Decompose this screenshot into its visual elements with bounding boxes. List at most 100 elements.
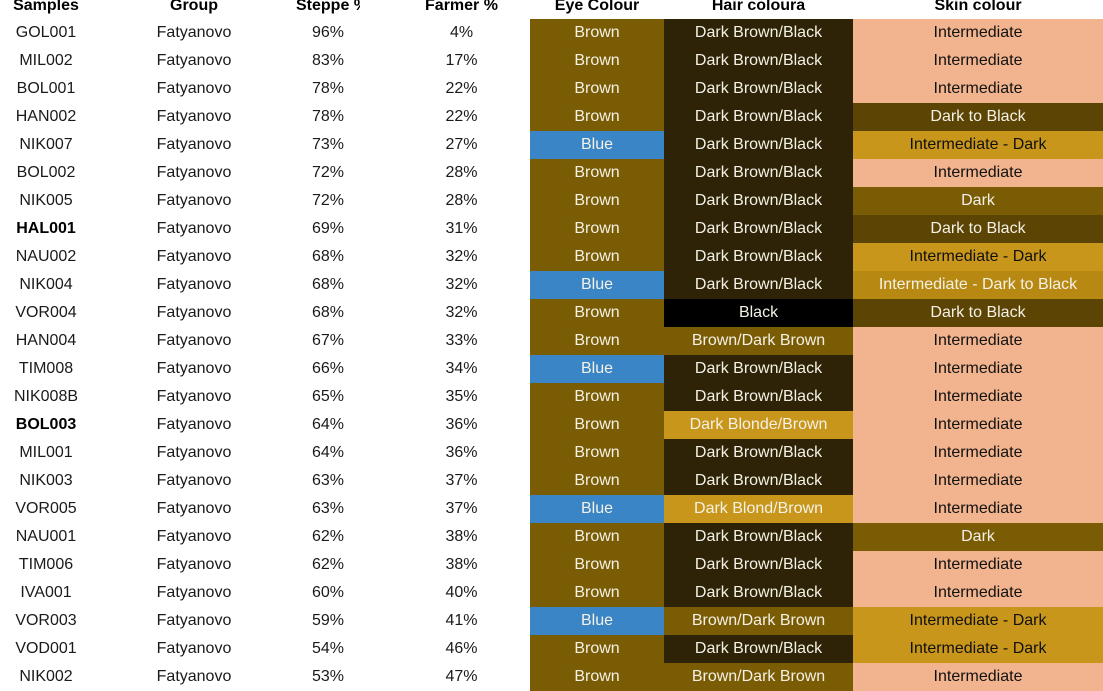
hair-colour-cell[interactable]: Black <box>664 299 853 327</box>
steppe-cell[interactable]: 96% <box>311 24 345 41</box>
farmer-cell[interactable]: 46% <box>445 640 478 657</box>
sample-cell[interactable]: HAN004 <box>15 332 77 349</box>
skin-colour-cell[interactable]: Intermediate <box>853 383 1103 411</box>
hair-colour-cell[interactable]: Dark Brown/Black <box>664 355 853 383</box>
eye-colour-cell[interactable]: Brown <box>530 635 664 663</box>
steppe-cell[interactable]: 68% <box>311 276 345 293</box>
steppe-cell[interactable]: 72% <box>311 164 345 181</box>
hair-colour-cell[interactable]: Dark Brown/Black <box>664 75 853 103</box>
group-cell[interactable]: Fatyanovo <box>156 248 232 265</box>
sample-cell[interactable]: NIK004 <box>19 276 73 293</box>
sample-cell[interactable]: NIK007 <box>19 136 73 153</box>
farmer-cell[interactable]: 31% <box>445 220 478 237</box>
sample-cell[interactable]: VOR003 <box>15 612 77 629</box>
group-cell[interactable]: Fatyanovo <box>156 584 232 601</box>
hair-colour-cell[interactable]: Dark Brown/Black <box>664 579 853 607</box>
hair-colour-cell[interactable]: Dark Brown/Black <box>664 47 853 75</box>
group-cell[interactable]: Fatyanovo <box>156 192 232 209</box>
eye-colour-cell[interactable]: Brown <box>530 47 664 75</box>
skin-colour-cell[interactable]: Intermediate <box>853 663 1103 691</box>
eye-colour-cell[interactable]: Brown <box>530 187 664 215</box>
group-cell[interactable]: Fatyanovo <box>156 332 232 349</box>
hair-colour-cell[interactable]: Dark Brown/Black <box>664 215 853 243</box>
header-group[interactable]: Group <box>170 0 218 14</box>
eye-colour-cell[interactable]: Brown <box>530 467 664 495</box>
group-cell[interactable]: Fatyanovo <box>156 528 232 545</box>
farmer-cell[interactable]: 28% <box>445 192 478 209</box>
group-cell[interactable]: Fatyanovo <box>156 164 232 181</box>
group-cell[interactable]: Fatyanovo <box>156 80 232 97</box>
farmer-cell[interactable]: 36% <box>445 416 478 433</box>
group-cell[interactable]: Fatyanovo <box>156 640 232 657</box>
steppe-cell[interactable]: 64% <box>311 416 345 433</box>
skin-colour-cell[interactable]: Intermediate <box>853 411 1103 439</box>
skin-colour-cell[interactable]: Intermediate <box>853 355 1103 383</box>
steppe-cell[interactable]: 53% <box>311 668 345 685</box>
sample-cell[interactable]: NIK002 <box>19 668 73 685</box>
steppe-cell[interactable]: 60% <box>311 584 345 601</box>
skin-colour-cell[interactable]: Intermediate - Dark <box>853 131 1103 159</box>
farmer-cell[interactable]: 32% <box>445 304 478 321</box>
header-farmer[interactable]: Farmer % <box>425 0 498 14</box>
group-cell[interactable]: Fatyanovo <box>156 24 232 41</box>
sample-cell[interactable]: BOL002 <box>16 164 76 181</box>
farmer-cell[interactable]: 36% <box>445 444 478 461</box>
sample-cell[interactable]: NIK008B <box>13 388 79 405</box>
group-cell[interactable]: Fatyanovo <box>156 556 232 573</box>
sample-cell[interactable]: VOD001 <box>15 640 77 657</box>
sample-cell[interactable]: TIM008 <box>18 360 74 377</box>
hair-colour-cell[interactable]: Dark Brown/Black <box>664 523 853 551</box>
steppe-cell[interactable]: 64% <box>311 444 345 461</box>
group-cell[interactable]: Fatyanovo <box>156 668 232 685</box>
hair-colour-cell[interactable]: Dark Brown/Black <box>664 439 853 467</box>
eye-colour-cell[interactable]: Blue <box>530 131 664 159</box>
header-skin-colour[interactable]: Skin colour <box>934 0 1022 14</box>
farmer-cell[interactable]: 47% <box>445 668 478 685</box>
hair-colour-cell[interactable]: Dark Brown/Black <box>664 131 853 159</box>
steppe-cell[interactable]: 73% <box>311 136 345 153</box>
farmer-cell[interactable]: 37% <box>445 500 478 517</box>
group-cell[interactable]: Fatyanovo <box>156 108 232 125</box>
hair-colour-cell[interactable]: Brown/Dark Brown <box>664 607 853 635</box>
eye-colour-cell[interactable]: Brown <box>530 579 664 607</box>
steppe-cell[interactable]: 68% <box>311 248 345 265</box>
sample-cell[interactable]: NIK003 <box>19 472 73 489</box>
farmer-cell[interactable]: 32% <box>445 248 478 265</box>
eye-colour-cell[interactable]: Brown <box>530 327 664 355</box>
sample-cell[interactable]: BOL001 <box>16 80 76 97</box>
sample-cell[interactable]: VOR005 <box>15 500 77 517</box>
sample-cell[interactable]: TIM006 <box>18 556 74 573</box>
eye-colour-cell[interactable]: Blue <box>530 271 664 299</box>
steppe-cell[interactable]: 62% <box>311 556 345 573</box>
farmer-cell[interactable]: 35% <box>445 388 478 405</box>
steppe-cell[interactable]: 63% <box>311 500 345 517</box>
farmer-cell[interactable]: 40% <box>445 584 478 601</box>
eye-colour-cell[interactable]: Brown <box>530 439 664 467</box>
farmer-cell[interactable]: 32% <box>445 276 478 293</box>
skin-colour-cell[interactable]: Intermediate <box>853 47 1103 75</box>
skin-colour-cell[interactable]: Dark to Black <box>853 103 1103 131</box>
skin-colour-cell[interactable]: Intermediate <box>853 467 1103 495</box>
eye-colour-cell[interactable]: Brown <box>530 299 664 327</box>
eye-colour-cell[interactable]: Brown <box>530 411 664 439</box>
group-cell[interactable]: Fatyanovo <box>156 220 232 237</box>
eye-colour-cell[interactable]: Blue <box>530 355 664 383</box>
steppe-cell[interactable]: 54% <box>311 640 345 657</box>
steppe-cell[interactable]: 83% <box>311 52 345 69</box>
skin-colour-cell[interactable]: Intermediate <box>853 439 1103 467</box>
skin-colour-cell[interactable]: Dark <box>853 187 1103 215</box>
hair-colour-cell[interactable]: Dark Brown/Black <box>664 635 853 663</box>
farmer-cell[interactable]: 22% <box>445 80 478 97</box>
skin-colour-cell[interactable]: Intermediate - Dark to Black <box>853 271 1103 299</box>
farmer-cell[interactable]: 34% <box>445 360 478 377</box>
sample-cell[interactable]: GOL001 <box>15 24 77 41</box>
eye-colour-cell[interactable]: Brown <box>530 383 664 411</box>
hair-colour-cell[interactable]: Dark Brown/Black <box>664 19 853 47</box>
steppe-cell[interactable]: 66% <box>311 360 345 377</box>
group-cell[interactable]: Fatyanovo <box>156 388 232 405</box>
hair-colour-cell[interactable]: Brown/Dark Brown <box>664 327 853 355</box>
steppe-cell[interactable]: 62% <box>311 528 345 545</box>
eye-colour-cell[interactable]: Brown <box>530 75 664 103</box>
farmer-cell[interactable]: 4% <box>449 24 474 41</box>
eye-colour-cell[interactable]: Brown <box>530 215 664 243</box>
